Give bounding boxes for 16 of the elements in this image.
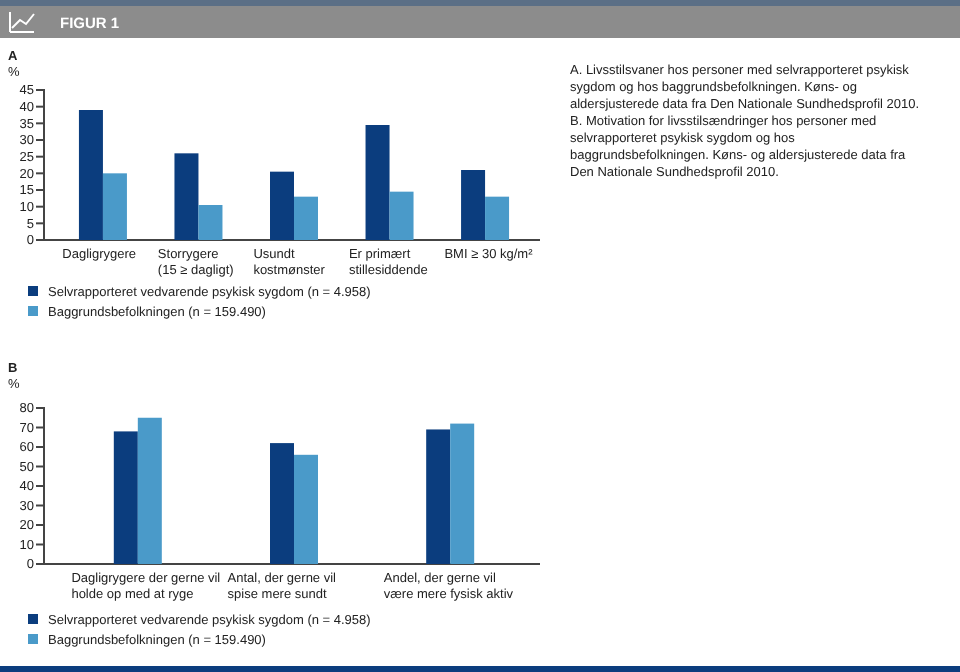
bar <box>461 170 486 240</box>
bar <box>450 423 475 564</box>
bar <box>270 171 294 240</box>
bar <box>113 431 138 564</box>
bar <box>78 110 103 240</box>
bar <box>174 153 199 240</box>
bar <box>294 196 318 240</box>
bar <box>198 205 223 240</box>
bar <box>389 191 414 240</box>
bar <box>137 417 162 564</box>
bar <box>294 454 318 564</box>
bar <box>426 429 451 564</box>
bar <box>365 125 390 240</box>
bar <box>102 173 127 240</box>
bar <box>485 196 510 240</box>
bar <box>270 443 294 564</box>
